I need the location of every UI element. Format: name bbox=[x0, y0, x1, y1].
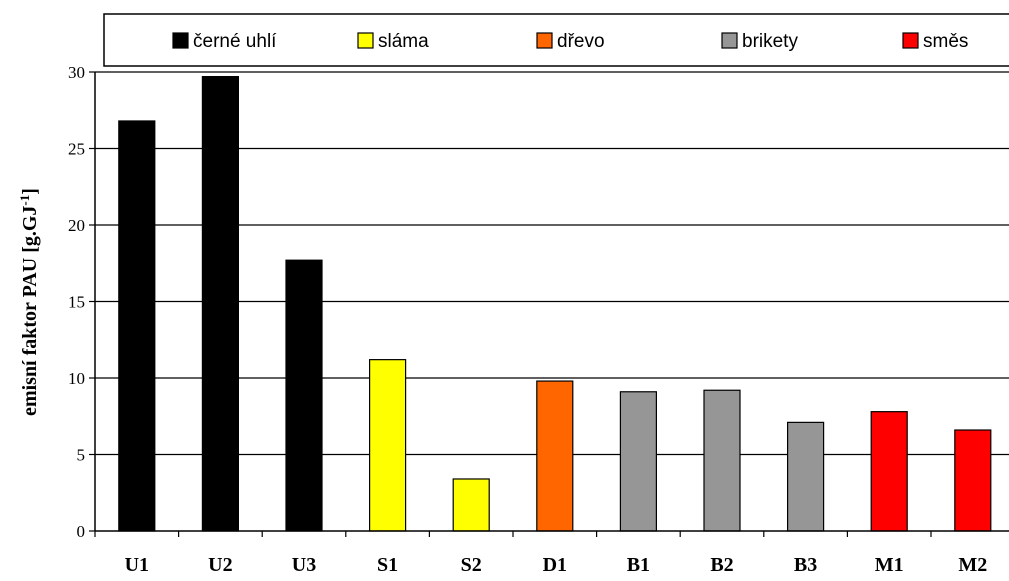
y-tick-label: 0 bbox=[77, 522, 86, 541]
bar-u2 bbox=[201, 75, 239, 532]
bar-s2 bbox=[452, 478, 490, 532]
bar-m1 bbox=[870, 411, 908, 532]
bar-u3 bbox=[285, 259, 323, 532]
x-tick-label: U1 bbox=[125, 554, 149, 576]
x-ticks: U1 U2 U3 S1 S2 D1 B1 B2 B3 M1 M2 bbox=[94, 531, 987, 576]
legend-box bbox=[103, 13, 1009, 67]
x-tick-label: S1 bbox=[377, 554, 398, 576]
x-tick-label: D1 bbox=[543, 554, 567, 576]
y-ticks: 0 5 10 15 20 25 30 bbox=[68, 63, 95, 541]
y-tick-label: 10 bbox=[68, 369, 85, 388]
x-tick-label: B2 bbox=[710, 554, 733, 576]
y-tick-label: 30 bbox=[68, 63, 85, 82]
legend: černé uhlí sláma dřevo brikety směs bbox=[172, 31, 968, 52]
y-axis-label: emisní faktor PAU [g.GJ-1] bbox=[17, 188, 42, 416]
x-tick-label: B1 bbox=[627, 554, 650, 576]
legend-swatch-uhli bbox=[172, 32, 189, 49]
x-tick-label: M2 bbox=[958, 554, 987, 576]
legend-label-drevo: dřevo bbox=[557, 31, 605, 52]
bar-u1 bbox=[118, 120, 156, 532]
bar-b2 bbox=[703, 389, 741, 532]
y-tick-label: 5 bbox=[77, 446, 86, 465]
x-tick-label: U3 bbox=[292, 554, 316, 576]
legend-label-brikety: brikety bbox=[742, 31, 798, 52]
bars bbox=[118, 75, 992, 532]
bar-s1 bbox=[369, 359, 407, 532]
bar-b3 bbox=[786, 421, 825, 532]
legend-label-slama: sláma bbox=[378, 31, 429, 52]
y-tick-label: 25 bbox=[68, 140, 85, 159]
legend-label-uhli: černé uhlí bbox=[193, 31, 277, 52]
legend-swatch-brikety bbox=[721, 32, 738, 49]
bar-m2 bbox=[954, 429, 992, 532]
x-tick-label: U2 bbox=[208, 554, 232, 576]
y-axis-label-main: emisní faktor PAU [g.GJ bbox=[19, 206, 41, 416]
x-tick-label: M1 bbox=[875, 554, 904, 576]
x-tick-label: S2 bbox=[461, 554, 482, 576]
y-tick-label: 15 bbox=[68, 293, 85, 312]
bar-d1 bbox=[536, 380, 574, 532]
y-tick-label: 20 bbox=[68, 216, 85, 235]
legend-label-smes: směs bbox=[923, 31, 968, 52]
x-tick-label: B3 bbox=[794, 554, 817, 576]
bar-b1 bbox=[619, 391, 658, 532]
gridlines bbox=[95, 71, 1009, 456]
legend-swatch-smes bbox=[902, 32, 919, 49]
y-axis-label-sup: -1 bbox=[17, 195, 32, 206]
legend-swatch-slama bbox=[357, 32, 374, 49]
y-axis-label-end: ] bbox=[19, 188, 41, 195]
legend-swatch-drevo bbox=[536, 32, 553, 49]
